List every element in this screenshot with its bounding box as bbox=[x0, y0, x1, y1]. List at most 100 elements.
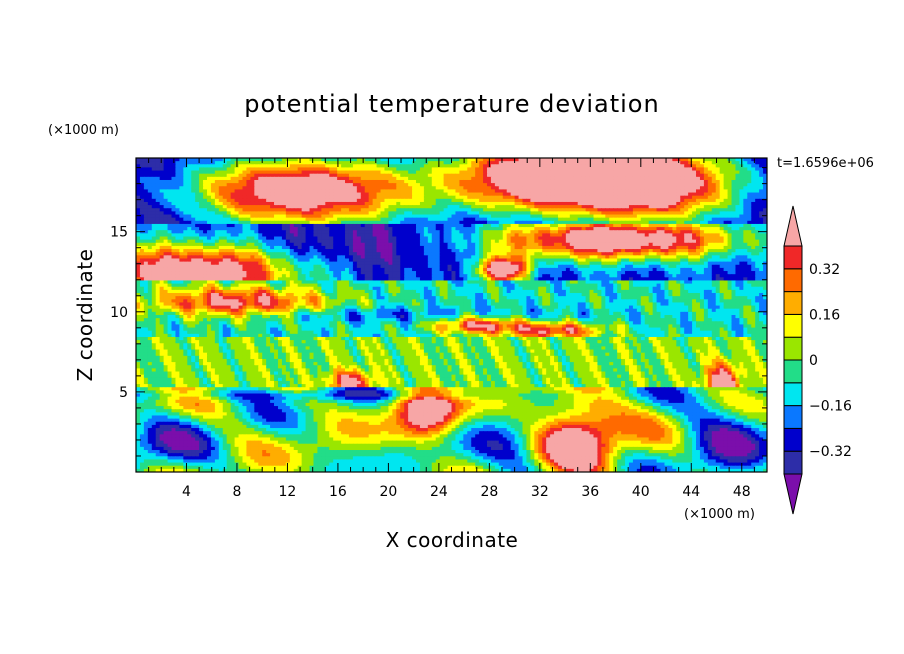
heatmap-cell bbox=[337, 195, 342, 200]
heatmap-cell bbox=[636, 198, 642, 203]
heatmap-cell bbox=[419, 205, 425, 209]
heatmap-cell bbox=[325, 189, 330, 194]
heatmap-cell bbox=[147, 192, 153, 197]
heatmap-cell bbox=[498, 201, 504, 206]
heatmap-cell bbox=[167, 192, 173, 197]
heatmap-cell bbox=[763, 158, 767, 162]
heatmap-cell bbox=[356, 195, 362, 200]
heatmap-cell bbox=[376, 167, 382, 172]
heatmap-cell bbox=[199, 189, 204, 194]
heatmap-cell bbox=[136, 164, 141, 169]
heatmap-cell bbox=[270, 201, 275, 206]
heatmap-cell bbox=[234, 186, 240, 190]
heatmap-cell bbox=[285, 211, 291, 216]
heatmap-cell bbox=[238, 201, 244, 206]
heatmap-cell bbox=[554, 173, 559, 178]
heatmap-cell bbox=[337, 208, 342, 212]
heatmap-cell bbox=[625, 186, 630, 190]
heatmap-cell bbox=[569, 158, 575, 162]
heatmap-cell bbox=[514, 189, 520, 194]
heatmap-cell bbox=[360, 183, 366, 187]
heatmap-cell bbox=[632, 170, 638, 175]
heatmap-cell bbox=[561, 201, 567, 206]
heatmap-cell bbox=[372, 201, 378, 206]
heatmap-cell bbox=[719, 198, 725, 203]
heatmap-cell bbox=[226, 164, 232, 169]
heatmap-cell bbox=[569, 170, 575, 175]
heatmap-cell bbox=[214, 179, 220, 184]
heatmap-cell bbox=[333, 170, 338, 175]
heatmap-cell bbox=[325, 183, 330, 187]
heatmap-cell bbox=[534, 183, 539, 187]
heatmap-cell bbox=[230, 211, 236, 216]
heatmap-cell bbox=[672, 198, 677, 203]
heatmap-cell bbox=[550, 164, 555, 169]
heatmap-cell bbox=[703, 176, 709, 181]
heatmap-cell bbox=[486, 186, 492, 190]
heatmap-cell bbox=[179, 170, 184, 175]
heatmap-cell bbox=[309, 179, 315, 184]
heatmap-cell bbox=[699, 161, 705, 165]
heatmap-cell bbox=[412, 183, 417, 187]
heatmap-cell bbox=[731, 167, 737, 172]
heatmap-cell bbox=[743, 173, 748, 178]
heatmap-cell bbox=[632, 183, 638, 187]
heatmap-cell bbox=[270, 183, 275, 187]
heatmap-cell bbox=[589, 167, 595, 172]
heatmap-cell bbox=[640, 195, 646, 200]
heatmap-cell bbox=[171, 208, 177, 212]
heatmap-cell bbox=[644, 211, 650, 216]
heatmap-cell bbox=[692, 158, 697, 162]
heatmap-cell bbox=[376, 195, 382, 200]
heatmap-cell bbox=[510, 189, 516, 194]
heatmap-cell bbox=[672, 179, 677, 184]
heatmap-cell bbox=[155, 170, 161, 175]
heatmap-cell bbox=[139, 201, 145, 206]
heatmap-cell bbox=[423, 186, 429, 190]
heatmap-cell bbox=[597, 167, 602, 172]
heatmap-cell bbox=[139, 208, 145, 212]
heatmap-cell bbox=[443, 170, 449, 175]
heatmap-cell bbox=[171, 214, 177, 219]
heatmap-cell bbox=[723, 170, 729, 175]
heatmap-cell bbox=[601, 189, 606, 194]
heatmap-cell bbox=[214, 198, 220, 203]
heatmap-cell bbox=[514, 173, 520, 178]
heatmap-cell bbox=[309, 183, 315, 187]
heatmap-cell bbox=[297, 167, 303, 172]
heatmap-cell bbox=[755, 170, 760, 175]
heatmap-cell bbox=[628, 167, 634, 172]
heatmap-cell bbox=[281, 173, 287, 178]
heatmap-cell bbox=[412, 205, 417, 209]
heatmap-cell bbox=[427, 170, 433, 175]
heatmap-cell bbox=[688, 205, 693, 209]
heatmap-cell bbox=[743, 192, 748, 197]
heatmap-cell bbox=[715, 208, 721, 212]
heatmap-cell bbox=[628, 192, 634, 197]
heatmap-cell bbox=[147, 211, 153, 216]
heatmap-cell bbox=[408, 167, 413, 172]
heatmap-cell bbox=[573, 170, 579, 175]
heatmap-cell bbox=[301, 214, 307, 219]
heatmap-cell bbox=[159, 170, 165, 175]
heatmap-cell bbox=[210, 205, 216, 209]
heatmap-cell bbox=[242, 211, 248, 216]
heatmap-cell bbox=[632, 192, 638, 197]
heatmap-cell bbox=[195, 179, 200, 184]
heatmap-cell bbox=[321, 198, 326, 203]
heatmap-cell bbox=[605, 195, 610, 200]
heatmap-cell bbox=[605, 208, 610, 212]
heatmap-cell bbox=[226, 173, 232, 178]
heatmap-cell bbox=[364, 211, 370, 216]
heatmap-cell bbox=[510, 183, 516, 187]
heatmap-cell bbox=[550, 173, 555, 178]
heatmap-cell bbox=[408, 208, 413, 212]
heatmap-cell bbox=[676, 179, 681, 184]
heatmap-cell bbox=[672, 201, 677, 206]
heatmap-cell bbox=[763, 164, 767, 169]
heatmap-cell bbox=[494, 208, 500, 212]
heatmap-cell bbox=[680, 176, 685, 181]
heatmap-cell bbox=[656, 198, 662, 203]
heatmap-cell bbox=[309, 161, 315, 165]
heatmap-cell bbox=[522, 201, 528, 206]
